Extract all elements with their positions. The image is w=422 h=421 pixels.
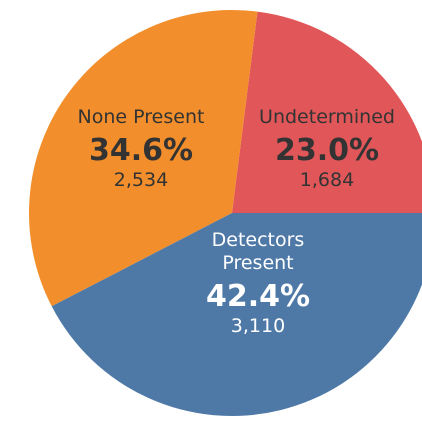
slice-label: None Present 34.6% 2,534 (61, 106, 221, 192)
category-label: None Present (77, 106, 205, 128)
category-label: Detectors Present (211, 229, 305, 274)
category-label: Undetermined (259, 106, 395, 128)
count-label: 1,684 (299, 168, 355, 191)
slice-label: Detectors Present 42.4% 3,110 (193, 229, 323, 337)
slice (51, 213, 422, 416)
slice (232, 11, 422, 213)
slice-label: Undetermined 23.0% 1,684 (247, 106, 407, 192)
percent-label: 42.4% (205, 278, 311, 314)
count-label: 2,534 (113, 168, 169, 191)
count-label: 3,110 (230, 314, 286, 337)
slice (29, 10, 258, 307)
percent-label: 23.0% (274, 132, 380, 168)
percent-label: 34.6% (88, 132, 194, 168)
